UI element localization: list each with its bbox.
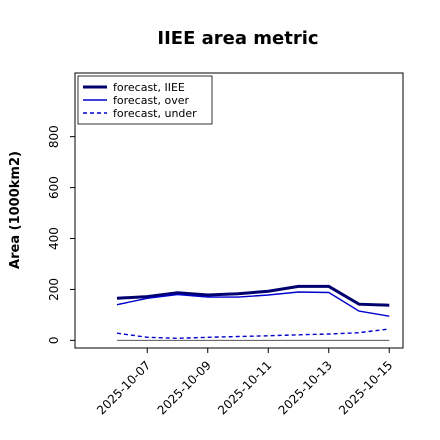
legend-label-0: forecast, IIEE <box>113 81 185 94</box>
x-ticks: 2025-10-07 2025-10-09 2025-10-11 2025-10-13… <box>94 348 395 417</box>
y-tick-label: 600 <box>47 176 61 199</box>
plot-frame <box>74 72 404 349</box>
x-tick-label: 2025-10-11 <box>215 358 274 417</box>
series-line-2 <box>116 328 390 340</box>
x-tick-label: 2025-10-09 <box>155 358 214 417</box>
chart-title: IIEE area metric <box>157 28 318 49</box>
series-line-1 <box>116 291 390 317</box>
y-tick-label: 0 <box>47 337 61 345</box>
legend-label-2: forecast, under <box>113 107 197 120</box>
x-tick-label: 2025-10-15 <box>336 358 395 417</box>
y-tick-label: 400 <box>47 227 61 250</box>
y-axis-label: Area (1000km2) <box>8 151 23 269</box>
x-tick-label: 2025-10-07 <box>94 358 153 417</box>
series-line-0 <box>116 284 390 307</box>
y-tick-label: 200 <box>47 278 61 301</box>
legend-label-1: forecast, over <box>113 94 189 107</box>
y-ticks: 0 200 400 600 800 <box>47 125 75 344</box>
x-tick-label: 2025-10-13 <box>276 358 335 417</box>
series-group <box>116 284 390 340</box>
y-tick-label: 800 <box>47 125 61 148</box>
